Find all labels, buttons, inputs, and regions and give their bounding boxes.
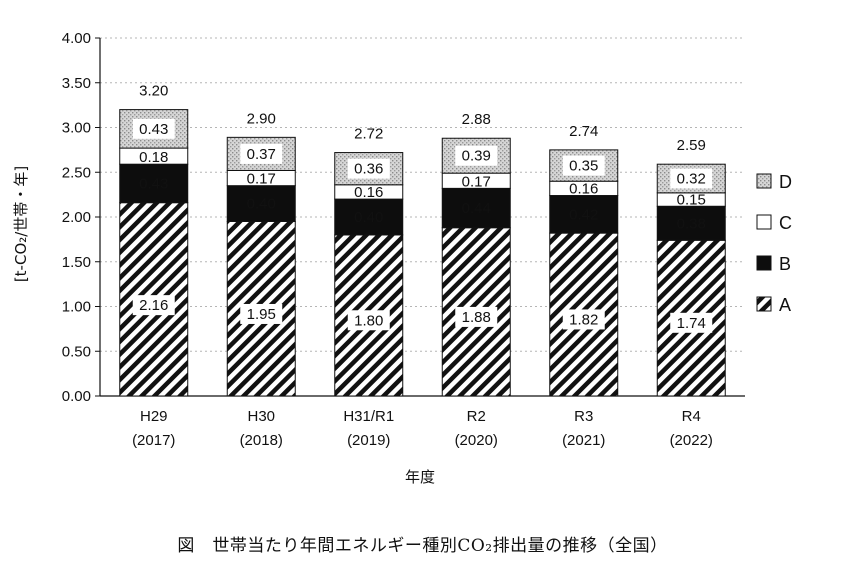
x-tick-sublabel: (2021) xyxy=(562,432,605,449)
legend-swatch-c xyxy=(756,214,772,230)
data-label-b: 0.44 xyxy=(462,200,491,217)
data-label-a: 1.80 xyxy=(354,312,383,329)
y-tick-label: 3.50 xyxy=(62,75,91,92)
data-label-c: 0.16 xyxy=(569,181,598,198)
bar-total-label: 3.20 xyxy=(139,83,168,100)
x-tick-sublabel: (2017) xyxy=(132,432,175,449)
data-label-box xyxy=(455,145,498,166)
bar-segment-b xyxy=(656,205,726,241)
y-tick-label: 4.00 xyxy=(62,30,91,47)
data-label-c: 0.17 xyxy=(247,171,276,188)
x-tick-sublabel: (2020) xyxy=(455,432,498,449)
bar-total-label: 2.90 xyxy=(247,110,276,127)
data-label-a: 2.16 xyxy=(139,297,168,314)
data-label-c: 0.15 xyxy=(677,191,706,208)
stacked-bar-chart: 0.00 0.50 1.00 1.50 2.00 2.50 3.00 3.50 4.00 H29 (… xyxy=(12,30,792,486)
x-tick-label: H29 xyxy=(140,408,168,425)
legend: D C B A xyxy=(756,172,792,315)
x-tick-sublabel: (2019) xyxy=(347,432,390,449)
axes: 0.00 0.50 1.00 1.50 2.00 2.50 3.00 3.50 4.00 H29 (… xyxy=(62,30,745,449)
data-label-a: 1.88 xyxy=(462,309,491,326)
data-label-a: 1.95 xyxy=(247,306,276,323)
y-tick-label: 3.00 xyxy=(62,120,91,137)
bar-segment-b xyxy=(334,198,404,236)
data-label-c: 0.16 xyxy=(354,184,383,201)
bar-total-label: 2.88 xyxy=(462,111,491,128)
x-tick-label: H31/R1 xyxy=(343,408,394,425)
x-tick-sublabel: (2018) xyxy=(240,432,283,449)
x-tick-label: R2 xyxy=(467,408,486,425)
legend-label-c: C xyxy=(779,213,792,233)
legend-swatch-d xyxy=(756,173,772,189)
data-label-d: 0.43 xyxy=(139,121,168,138)
y-tick-label: 2.00 xyxy=(62,209,91,226)
y-tick-label: 1.00 xyxy=(62,299,91,316)
data-label-box xyxy=(347,310,390,331)
data-label-d: 0.36 xyxy=(354,161,383,178)
data-label-b: 0.40 xyxy=(354,209,383,226)
data-label-b: 0.40 xyxy=(247,196,276,213)
y-tick-label: 0.00 xyxy=(62,388,91,405)
x-axis-title: 年度 xyxy=(405,468,435,486)
data-label-box xyxy=(455,306,498,327)
data-label-a: 1.74 xyxy=(677,315,706,332)
y-tick-label: 0.50 xyxy=(62,343,91,360)
data-label-b: 0.38 xyxy=(677,215,706,232)
bar-total-label: 2.74 xyxy=(569,123,598,140)
data-label-d: 0.37 xyxy=(247,146,276,163)
data-label-c: 0.17 xyxy=(462,173,491,190)
bar-segment-b xyxy=(549,195,619,234)
data-label-d: 0.39 xyxy=(462,148,491,165)
data-label-box xyxy=(347,158,390,179)
data-label-box xyxy=(132,118,175,139)
y-axis-title: [t-CO₂/世帯・年] xyxy=(12,166,30,282)
data-label-box xyxy=(670,168,713,189)
data-label-d: 0.32 xyxy=(677,171,706,188)
data-label-b: 0.42 xyxy=(569,206,598,223)
data-label-a: 1.82 xyxy=(569,311,598,328)
data-label-box xyxy=(562,155,605,176)
figure-caption: 図 世帯当たり年間エネルギー種別CO₂排出量の推移（全国） xyxy=(177,536,668,556)
bar-total-label: 2.59 xyxy=(677,137,706,154)
bar-total-label: 2.72 xyxy=(354,126,383,143)
bars xyxy=(119,109,726,397)
data-label-box xyxy=(670,312,713,333)
gridlines xyxy=(100,37,745,352)
data-label-box xyxy=(240,303,283,324)
legend-label-d: D xyxy=(779,172,792,192)
x-tick-label: H30 xyxy=(247,408,275,425)
legend-label-a: A xyxy=(779,295,791,315)
data-label-box xyxy=(240,143,283,164)
y-tick-label: 2.50 xyxy=(62,164,91,181)
bar-segment-b xyxy=(119,163,189,204)
legend-label-b: B xyxy=(779,254,791,274)
data-labels: 2.16 0.43 0.18 0.43 3.20 1.95 0.40 0.17 0.37 2.90… xyxy=(132,83,713,333)
x-tick-sublabel: (2022) xyxy=(670,432,713,449)
x-tick-label: R3 xyxy=(574,408,593,425)
x-tick-label: R4 xyxy=(682,408,701,425)
data-label-box xyxy=(562,309,605,330)
data-label-b: 0.43 xyxy=(139,175,168,192)
legend-swatch-a xyxy=(756,296,772,312)
data-label-c: 0.18 xyxy=(139,149,168,166)
y-tick-label: 1.50 xyxy=(62,254,91,271)
data-label-d: 0.35 xyxy=(569,158,598,175)
data-label-box xyxy=(132,295,175,316)
legend-swatch-b xyxy=(756,255,772,271)
